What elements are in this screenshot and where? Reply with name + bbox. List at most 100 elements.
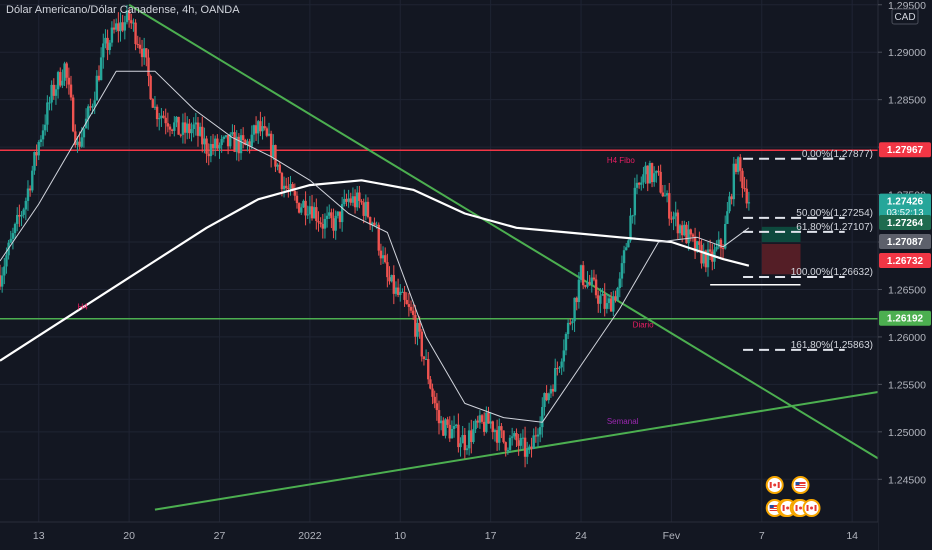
candle-body xyxy=(730,196,733,200)
candle-body xyxy=(160,115,163,119)
candle-body xyxy=(721,248,725,250)
candle-body xyxy=(67,77,71,85)
candle-body xyxy=(164,117,167,124)
candle-body xyxy=(558,367,561,369)
candle-body xyxy=(375,224,378,226)
candle-body xyxy=(405,299,408,305)
candle-body xyxy=(743,188,746,190)
candle-body xyxy=(74,131,77,146)
annotation-label: H4 Fibo xyxy=(607,156,636,165)
candle-body xyxy=(569,322,572,324)
candle-body xyxy=(65,63,68,78)
price-label: 1.27426 xyxy=(887,197,924,208)
price-label-bg xyxy=(879,193,931,220)
candle-body xyxy=(93,100,96,106)
candle-body xyxy=(194,122,198,125)
economic-events[interactable] xyxy=(765,476,821,517)
candle-body xyxy=(257,121,260,134)
candle-body xyxy=(244,139,247,145)
candle-body xyxy=(668,193,671,219)
candle-body xyxy=(648,163,652,184)
candle-body xyxy=(545,393,548,401)
candle-body xyxy=(149,75,152,100)
candle-body xyxy=(261,126,264,132)
candle-body xyxy=(289,184,292,189)
candle-body xyxy=(371,222,374,225)
candle-body xyxy=(411,310,415,315)
time-tick-label: 2022 xyxy=(298,530,322,542)
candle-body xyxy=(429,379,432,389)
candle-body xyxy=(403,291,406,300)
fib-level-label: 61.80%(1.27107) xyxy=(796,222,873,233)
price-axis[interactable]: 1.295001.290001.285001.280001.275001.270… xyxy=(877,0,932,550)
candle-body xyxy=(263,126,266,129)
candle-body xyxy=(115,23,118,30)
candle-body xyxy=(549,388,553,394)
candle-body xyxy=(173,122,176,131)
candle-body xyxy=(325,215,329,219)
flag-canton xyxy=(795,482,800,485)
candle-body xyxy=(424,359,428,361)
price-tick-label: 1.26500 xyxy=(888,284,926,296)
annotation-label: Semanal xyxy=(607,417,639,426)
candle-body xyxy=(41,130,45,140)
candle-body xyxy=(642,174,645,183)
flag-canton xyxy=(769,505,774,508)
candle-body xyxy=(409,306,413,311)
candle-body xyxy=(655,170,658,174)
candle-body xyxy=(508,437,512,450)
candle-body xyxy=(97,75,101,81)
candle-body xyxy=(347,198,350,202)
time-tick-label: 27 xyxy=(214,530,226,542)
candle-body xyxy=(396,287,400,296)
candle-body xyxy=(579,265,583,280)
candle-body xyxy=(297,203,301,213)
candle-body xyxy=(56,72,60,90)
candle-body xyxy=(134,22,137,45)
candle-body xyxy=(390,275,393,282)
event-flag-ca-icon[interactable] xyxy=(765,476,784,494)
candle-body xyxy=(300,207,303,213)
candle-body xyxy=(521,437,525,439)
candle-body xyxy=(340,204,344,223)
event-flag-ca-icon[interactable] xyxy=(802,499,821,517)
candle-body xyxy=(734,163,738,172)
candle-body xyxy=(627,240,630,248)
candle-body xyxy=(601,294,604,296)
candle-body xyxy=(272,145,275,157)
candle-body xyxy=(52,84,55,96)
flag-band xyxy=(814,505,817,511)
candle-body xyxy=(254,125,258,134)
candle-body xyxy=(513,433,516,437)
candle-body xyxy=(356,192,359,208)
candle-body xyxy=(556,368,559,370)
event-flag-us-icon[interactable] xyxy=(791,476,810,494)
candle-body xyxy=(130,20,133,24)
candle-body xyxy=(16,214,19,224)
fib-level-label: 0.00%(1.27877) xyxy=(802,149,873,160)
ma-slow-line xyxy=(0,179,750,362)
candle-body xyxy=(61,80,64,86)
candle-body xyxy=(216,138,219,149)
time-tick-label: 14 xyxy=(846,530,858,542)
candle-body xyxy=(183,122,187,133)
candle-body xyxy=(343,198,346,205)
candle-body xyxy=(715,246,718,250)
candle-body xyxy=(384,255,387,263)
flag-leaf xyxy=(810,506,814,510)
candle-body xyxy=(670,218,673,220)
candle-body xyxy=(22,209,25,215)
candle-body xyxy=(467,430,471,449)
candle-body xyxy=(31,170,34,191)
candle-body xyxy=(362,202,365,216)
candle-body xyxy=(590,277,593,285)
candle-body xyxy=(205,138,208,154)
candle-body xyxy=(235,136,238,152)
candle-body xyxy=(465,448,469,451)
time-axis[interactable]: 13 20 27 2022 10 17 24 Fev 7 14 xyxy=(0,521,878,550)
stop-zone xyxy=(761,243,801,275)
candle-body xyxy=(349,198,352,203)
candle-body xyxy=(108,42,111,51)
candle-body xyxy=(476,420,479,423)
